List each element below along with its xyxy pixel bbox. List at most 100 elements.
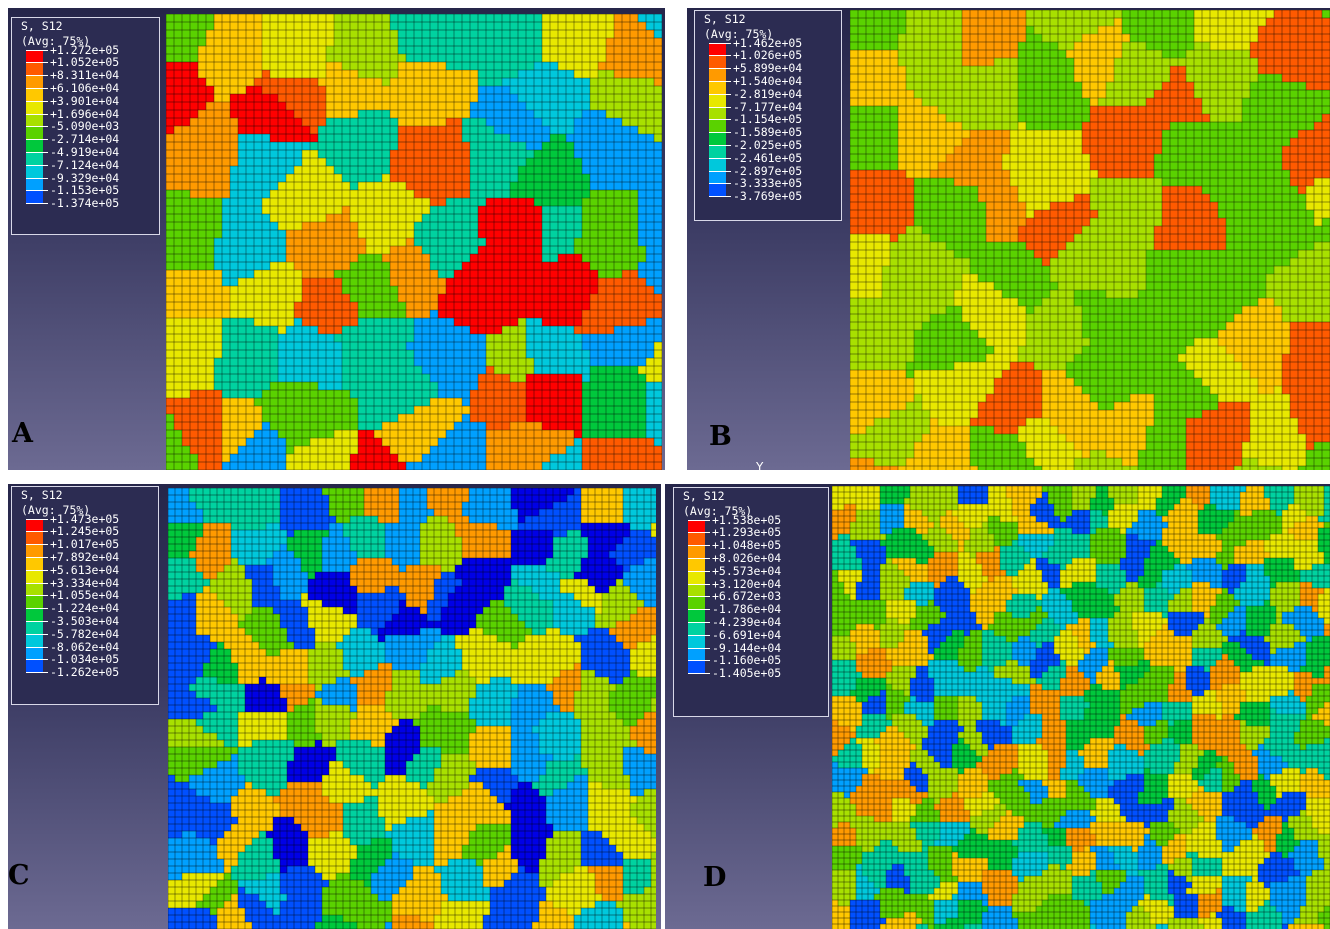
panel-label: C (8, 860, 30, 891)
legend-color-swatch (26, 87, 43, 101)
legend-subtitle: (Avg: 75%) (704, 26, 774, 41)
legend-value: +6.672e+03 (712, 589, 782, 604)
legend-row: -1.589e+05 (695, 126, 841, 145)
legend-color-swatch (709, 183, 726, 197)
legend-row: +3.334e+04 (12, 576, 158, 596)
legend-color-swatch (688, 532, 705, 546)
legend-value: +1.017e+05 (50, 537, 120, 552)
legend-tick (688, 557, 710, 559)
legend-value: -8.062e+04 (50, 639, 120, 654)
legend-row: +8.311e+04 (12, 69, 159, 88)
legend-row: -2.461e+05 (695, 151, 841, 171)
legend-row: +7.892e+04 (12, 551, 158, 570)
legend-tick (26, 544, 48, 546)
legend-color-swatch (688, 634, 705, 648)
legend-tick (688, 545, 710, 547)
legend-color-swatch (709, 132, 726, 145)
legend-color-swatch (688, 545, 705, 558)
mesh-elements (166, 14, 662, 470)
legend-tick (709, 93, 731, 95)
legend-tick (26, 139, 48, 141)
legend-color-swatch (26, 659, 43, 673)
legend-color-swatch (26, 531, 43, 545)
legend-title: S, S12 (683, 489, 725, 503)
legend-row: +3.120e+04 (674, 577, 828, 597)
legend-tick (709, 55, 731, 57)
legend-color-swatch (688, 660, 705, 674)
legend-tick (26, 203, 48, 205)
legend-title: S, S12 (704, 12, 746, 26)
legend-value: +1.293e+05 (712, 525, 782, 540)
mesh-plot (832, 486, 1330, 929)
legend-row: -7.124e+04 (12, 158, 159, 178)
legend-tick (709, 183, 731, 185)
legend-tick (26, 87, 48, 89)
legend-row: +1.272e+05 (12, 43, 159, 63)
legend-color-swatch (26, 646, 43, 660)
legend-tick (26, 582, 48, 584)
legend-color-swatch (26, 62, 43, 76)
legend-value: -1.262e+05 (50, 665, 120, 680)
legend-color-swatch (709, 42, 726, 56)
legend-value: +1.055e+04 (50, 588, 120, 603)
legend-value: +3.334e+04 (50, 575, 120, 590)
mesh-elements (850, 10, 1330, 470)
legend-value: -3.769e+05 (733, 189, 803, 204)
legend-color-swatch (26, 126, 43, 140)
mesh-grid-lines (166, 14, 662, 470)
legend-value: +3.120e+04 (712, 576, 782, 591)
legend-color-swatch (709, 119, 726, 133)
legend-title: S, S12 (21, 488, 63, 502)
legend-value: +1.245e+05 (50, 524, 120, 539)
mesh-plot (166, 14, 662, 470)
legend-row: -2.714e+04 (12, 133, 159, 152)
mesh-plot (850, 10, 1330, 470)
legend-color-swatch (26, 113, 43, 127)
legend-value: +3.901e+04 (50, 93, 120, 108)
legend-tick (688, 583, 710, 585)
legend-value: -9.329e+04 (50, 170, 120, 185)
legend-color-swatch (709, 170, 726, 184)
legend-color-swatch (709, 144, 726, 158)
legend-row: -2.025e+05 (695, 139, 841, 158)
legend-tick (688, 519, 710, 521)
legend-tick (688, 660, 710, 662)
legend-value: +5.613e+04 (50, 562, 120, 577)
legend-value: -1.224e+04 (50, 601, 120, 616)
legend-tick (26, 608, 48, 610)
legend-tick (26, 672, 48, 674)
legend-color-swatch (709, 93, 726, 107)
legend-tick (688, 621, 710, 623)
legend: S, S12 (Avg: 75%) +1.462e+05 +1.026e+05 +5… (694, 10, 842, 221)
legend-color-swatch (688, 596, 705, 610)
legend-value: -5.782e+04 (50, 626, 120, 641)
legend-color-swatch (688, 583, 705, 597)
panel-c: S, S12 (Avg: 75%) +1.473e+05 +1.245e+05 +1… (8, 484, 661, 929)
legend-row: +1.462e+05 (695, 36, 841, 56)
legend-color-swatch (26, 544, 43, 557)
legend-tick (688, 596, 710, 598)
legend-value: -2.897e+05 (733, 163, 803, 178)
legend-value: -6.691e+04 (712, 627, 782, 642)
legend-row: +1.048e+05 (674, 539, 828, 558)
legend-color-swatch (688, 647, 705, 661)
legend-tick (26, 164, 48, 166)
legend-color-swatch (709, 68, 726, 81)
legend-value: +1.272e+05 (50, 42, 120, 57)
legend-row: -7.177e+04 (695, 100, 841, 120)
legend-value: -1.160e+05 (712, 653, 782, 668)
legend-value: -2.025e+05 (733, 137, 803, 152)
legend-value: -7.177e+04 (733, 99, 803, 114)
legend-value: -2.819e+04 (733, 86, 803, 101)
legend-tick (26, 126, 48, 128)
legend-row: -9.144e+04 (674, 641, 828, 661)
legend-row: +1.696e+04 (12, 107, 159, 127)
legend-color-swatch (26, 582, 43, 596)
legend-row: -3.769e+05 (695, 190, 841, 209)
panel-label: D (703, 862, 727, 893)
legend-tick (709, 170, 731, 172)
legend-rows: +1.462e+05 +1.026e+05 +5.899e+04 +1.540e+04… (695, 36, 841, 209)
legend-tick (688, 532, 710, 534)
mesh-grid-lines (168, 488, 656, 929)
legend-color-swatch (709, 55, 726, 69)
